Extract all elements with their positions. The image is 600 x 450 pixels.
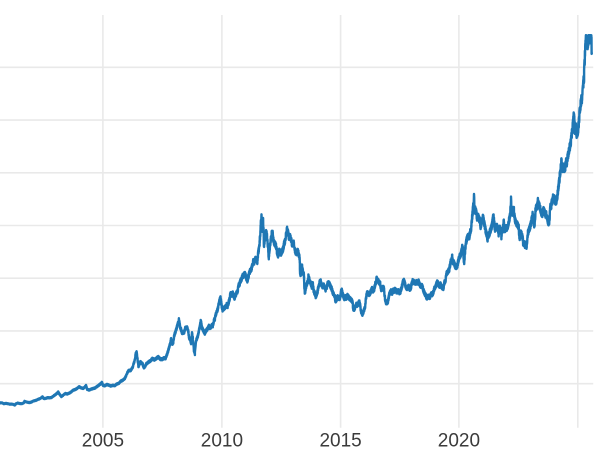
svg-text:2010: 2010 — [201, 431, 243, 450]
svg-text:2015: 2015 — [319, 431, 361, 450]
svg-text:2005: 2005 — [82, 431, 124, 450]
svg-text:2020: 2020 — [438, 431, 480, 450]
